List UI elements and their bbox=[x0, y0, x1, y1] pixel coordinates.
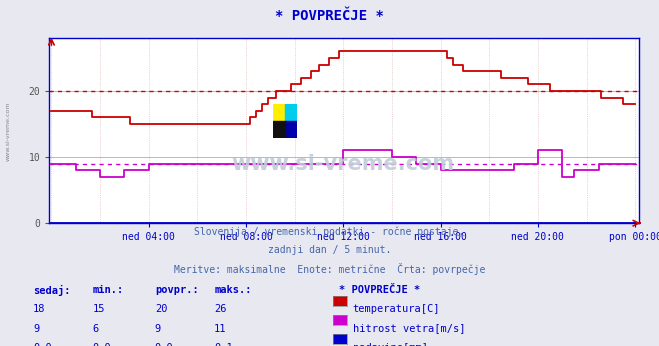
Text: maks.:: maks.: bbox=[214, 285, 252, 295]
Text: padavine[mm]: padavine[mm] bbox=[353, 343, 428, 346]
Bar bbox=[285, 104, 297, 121]
Text: 0,1: 0,1 bbox=[214, 343, 233, 346]
Text: temperatura[C]: temperatura[C] bbox=[353, 304, 440, 315]
Text: Slovenija / vremenski podatki - ročne postaje.: Slovenija / vremenski podatki - ročne po… bbox=[194, 227, 465, 237]
Text: hitrost vetra[m/s]: hitrost vetra[m/s] bbox=[353, 324, 465, 334]
Text: 0,0: 0,0 bbox=[33, 343, 51, 346]
Text: sedaj:: sedaj: bbox=[33, 285, 71, 297]
Bar bbox=[273, 104, 285, 121]
Text: min.:: min.: bbox=[92, 285, 123, 295]
Text: 20: 20 bbox=[155, 304, 167, 315]
Text: 11: 11 bbox=[214, 324, 227, 334]
Text: 0,0: 0,0 bbox=[155, 343, 173, 346]
Text: 6: 6 bbox=[92, 324, 98, 334]
Text: Meritve: maksimalne  Enote: metrične  Črta: povrpečje: Meritve: maksimalne Enote: metrične Črta… bbox=[174, 263, 485, 275]
Text: povpr.:: povpr.: bbox=[155, 285, 198, 295]
Text: 9: 9 bbox=[33, 324, 39, 334]
Text: 18: 18 bbox=[33, 304, 45, 315]
Text: www.si-vreme.com: www.si-vreme.com bbox=[232, 154, 455, 174]
Bar bbox=[285, 121, 297, 138]
Text: 26: 26 bbox=[214, 304, 227, 315]
Text: * POVPREČJE *: * POVPREČJE * bbox=[339, 285, 420, 295]
Text: www.si-vreme.com: www.si-vreme.com bbox=[5, 102, 11, 161]
Text: 15: 15 bbox=[92, 304, 105, 315]
Text: * POVPREČJE *: * POVPREČJE * bbox=[275, 9, 384, 22]
Bar bbox=[273, 121, 285, 138]
Text: 0,0: 0,0 bbox=[92, 343, 111, 346]
Text: 9: 9 bbox=[155, 324, 161, 334]
Text: zadnji dan / 5 minut.: zadnji dan / 5 minut. bbox=[268, 245, 391, 255]
